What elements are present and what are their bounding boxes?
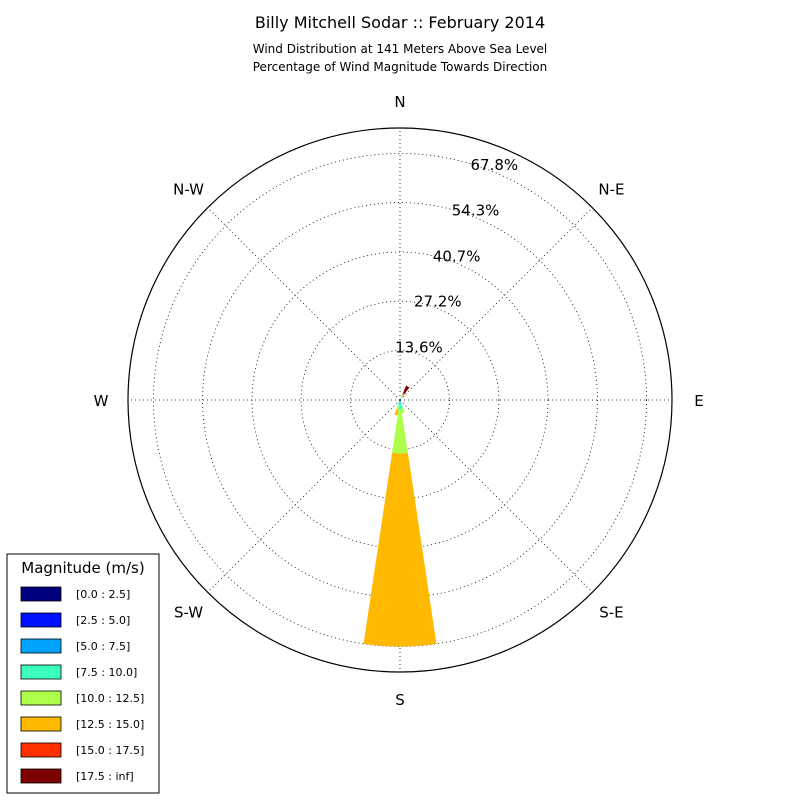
legend-label-6: [12.5 : 15.0] (76, 718, 144, 731)
wind-bar-1-bin-5 (392, 409, 408, 454)
grid-ring-5 (153, 153, 647, 647)
wind-bar-3-bin-4 (400, 402, 403, 409)
legend-label-5: [10.0 : 12.5] (76, 692, 144, 705)
legend-swatch-3 (20, 638, 62, 654)
grid-ring-4 (202, 202, 598, 598)
wind-bar-1-bin-3 (399, 401, 401, 404)
grid-spoke-6 (207, 399, 401, 593)
legend-title: Magnitude (m/s) (21, 559, 144, 577)
wind-bar-1-bin-2 (399, 400, 401, 402)
grid-spoke-4 (399, 399, 593, 593)
wind-bar-4-bin-3 (398, 400, 400, 402)
legend-swatch-2 (20, 612, 62, 628)
polar-frame (127, 127, 673, 673)
direction-label-n-w: N-W (173, 181, 204, 199)
ring-label-1: 13.6% (395, 338, 443, 356)
direction-label-s-w: S-W (174, 603, 203, 621)
legend-swatch-1 (20, 586, 62, 602)
wind-bar-5-bin-3 (400, 398, 402, 400)
wind-bar-5-bin-8 (402, 385, 410, 394)
legend-swatch-8 (20, 768, 62, 784)
direction-label-n-e: N-E (598, 181, 624, 199)
legend-label-4: [7.5 : 10.0] (76, 666, 137, 679)
legend-label-3: [5.0 : 7.5] (76, 640, 130, 653)
direction-label-e: E (694, 392, 703, 410)
legend-label-1: [0.0 : 2.5] (76, 588, 130, 601)
legend-label-8: [17.5 : inf] (76, 770, 134, 783)
wind-bar-1-bin-4 (398, 403, 402, 410)
legend-label-7: [15.0 : 17.5] (76, 744, 144, 757)
wind-bar-3-bin-5 (401, 407, 405, 414)
grid-ring-2 (300, 300, 500, 500)
legend-swatch-7 (20, 742, 62, 758)
wind-bar-2-bin-6 (394, 409, 399, 416)
wind-bar-7-bin-3 (400, 399, 401, 400)
grid-spoke-8 (207, 207, 401, 401)
ring-label-5: 67.8% (471, 156, 519, 174)
wind-bar-5-bin-5 (401, 395, 403, 398)
legend-swatch-4 (20, 664, 62, 680)
wind-bar-6-bin-4 (400, 397, 401, 399)
legend-swatch-5 (20, 690, 62, 706)
wind-bar-2-bin-4 (397, 402, 400, 407)
wind-bar-2-bin-3 (399, 400, 400, 403)
grid-ring-1 (350, 350, 450, 450)
direction-label-n: N (394, 93, 405, 111)
legend-swatch-6 (20, 716, 62, 732)
wind-bar-5-bin-6 (401, 394, 404, 397)
ring-label-4: 54.3% (452, 202, 500, 220)
wind-bar-1-bin-6 (363, 452, 437, 647)
legend: Magnitude (m/s) [0.0 : 2.5] [2.5 : 5.0] [5… (6, 553, 160, 794)
chart-subtitle-line-2: Percentage of Wind Magnitude Towards Dir… (253, 60, 547, 74)
chart-subtitle-line-1: Wind Distribution at 141 Meters Above Se… (253, 42, 548, 56)
wind-bar-3-bin-3 (400, 400, 401, 403)
ring-label-2: 27.2% (414, 293, 462, 311)
grid-spoke-2 (399, 207, 593, 401)
wind-bar-2-bin-5 (396, 405, 400, 410)
chart-title: Billy Mitchell Sodar :: February 2014 (255, 13, 545, 32)
direction-label-s: S (395, 691, 405, 709)
wind-bar-7-bin-4 (400, 398, 402, 400)
ring-labels: 13.6% 27.2% 40.7% 54.3% 67.8% (395, 156, 518, 356)
direction-labels: N N-E E S-E S S-W W N-W (94, 93, 704, 709)
wind-bar-5-bin-4 (400, 396, 402, 399)
wind-bar-5-bin-7 (402, 392, 405, 396)
wind-bars (363, 385, 437, 647)
wind-bar-4-bin-4 (398, 401, 400, 403)
direction-label-w: W (94, 392, 109, 410)
direction-label-s-e: S-E (599, 603, 623, 621)
ring-label-3: 40.7% (433, 247, 481, 265)
legend-label-2: [2.5 : 5.0] (76, 614, 130, 627)
